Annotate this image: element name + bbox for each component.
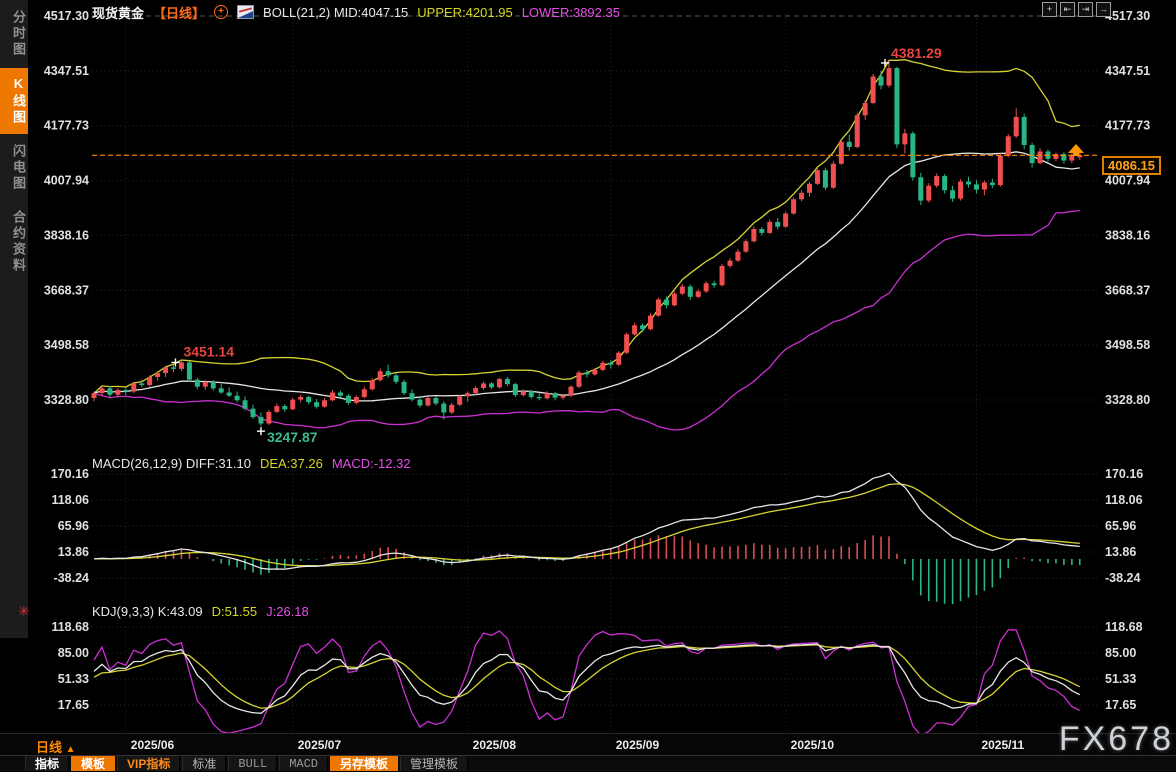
axis-label: 85.00 <box>58 646 89 660</box>
kdj-k-label: KDJ(9,3,3) K:43.09 <box>92 604 203 619</box>
kdj-j-label: J:26.18 <box>266 604 309 619</box>
axis-label: 3668.37 <box>44 283 89 297</box>
toolbar-tab-0[interactable]: 指标 <box>25 756 70 771</box>
x-axis-label: 2025/09 <box>615 738 660 752</box>
axis-label: 3838.16 <box>1105 228 1150 242</box>
x-axis-row: 日线 ▲ 2025/06 2025/07 2025/08 2025/09 2025/10… <box>0 733 1176 756</box>
kdj-k-line <box>93 643 1081 714</box>
boll-lower-label: LOWER:3892.35 <box>521 4 620 20</box>
macd-dea-line <box>93 483 1080 567</box>
axis-label: 118.68 <box>51 620 89 634</box>
axis-label: 4347.51 <box>1105 64 1150 78</box>
chart-header: 现货黄金 【日线】 + BOLL(21,2) MID:4047.15 UPPER… <box>92 3 620 21</box>
x-axis-label: 2025/06 <box>130 738 175 752</box>
axis-label: 85.00 <box>1105 646 1136 660</box>
left-sidebar: 分时图 K线图闪电图合约资料 <box>0 0 29 638</box>
zoom-in-bars-icon[interactable]: ⇥ <box>1078 2 1093 17</box>
toolbar-tab-7[interactable]: 管理模板 <box>400 756 469 771</box>
axis-label: 51.33 <box>58 672 89 686</box>
axis-label: 3668.37 <box>1105 283 1150 297</box>
axis-label: 4177.73 <box>44 119 89 133</box>
boll-upper-line <box>93 59 1080 394</box>
x-axis-label: 2025/11 <box>981 738 1025 752</box>
axis-label: 17.65 <box>1105 698 1136 712</box>
axis-label: 3498.58 <box>1105 338 1150 352</box>
kdj-d-label: D:51.55 <box>211 604 258 619</box>
kdj-pane-label: KDJ(9,3,3) K:43.09 D:51.55 J:26.18 <box>92 604 309 619</box>
axis-label: 170.16 <box>51 467 89 481</box>
axis-label: 3328.80 <box>1105 393 1150 407</box>
x-axis-label: 2025/08 <box>472 738 517 752</box>
toolbar-tab-6[interactable]: 另存模板 <box>330 756 399 771</box>
axis-label: 17.65 <box>58 698 89 712</box>
candles-layer <box>91 59 1083 427</box>
axis-label: 3838.16 <box>44 228 89 242</box>
peak-high-annotation: 4381.29 <box>891 45 942 61</box>
kdj-settings-icon[interactable]: ✳ <box>18 603 30 619</box>
add-indicator-icon[interactable]: + <box>214 5 229 19</box>
axis-label: 65.96 <box>1105 519 1136 533</box>
restore-view-icon[interactable]: → <box>1096 2 1111 17</box>
sidebar-item-1[interactable]: K线图 <box>0 68 28 134</box>
axis-label: 4007.94 <box>1105 174 1150 188</box>
axis-label: 65.96 <box>58 519 89 533</box>
axis-label: 3498.58 <box>44 338 89 352</box>
axis-label: -38.24 <box>54 571 89 585</box>
current-price-tag: 4086.15 <box>1102 156 1161 175</box>
axis-label: 13.86 <box>1105 545 1136 559</box>
sidebar-item-3[interactable]: 合约资料 <box>11 210 26 274</box>
kdj-j-line <box>93 629 1081 734</box>
sidebar-item-0[interactable]: 分时图 <box>11 10 26 58</box>
axis-label: 4517.30 <box>1105 9 1150 23</box>
sidebar-item-2[interactable]: 闪电图 <box>11 144 26 192</box>
axis-label: 4177.73 <box>1105 119 1150 133</box>
x-axis-label: 2025/10 <box>790 738 835 752</box>
axis-label: 118.06 <box>51 493 89 507</box>
kdj-pane <box>93 629 1081 734</box>
axis-label: -38.24 <box>1105 571 1140 585</box>
chart-type-icon[interactable] <box>237 5 255 19</box>
symbol-name: 现货黄金 <box>92 5 145 21</box>
crosshair-icon[interactable]: + <box>1042 2 1057 17</box>
toolbar-tab-3[interactable]: 标准 <box>182 756 227 771</box>
toolbar-tab-1[interactable]: 模板 <box>71 756 116 771</box>
axis-label: 118.68 <box>1105 620 1143 634</box>
axis-label: 4517.30 <box>44 9 89 23</box>
toolbar-tab-4[interactable]: BULL <box>228 756 278 771</box>
boll-lower-line <box>93 209 1080 431</box>
macd-diff-line <box>93 472 1080 570</box>
x-axis-label: 2025/07 <box>297 738 342 752</box>
chart-tool-icons: + ⇤ ⇥ → <box>1042 2 1111 17</box>
period-selector[interactable]: 日线 ▲ <box>36 740 76 755</box>
axis-label: 4347.51 <box>44 64 89 78</box>
boll-mid-label: BOLL(21,2) MID:4047.15 <box>263 4 409 20</box>
axis-label: 3328.80 <box>44 393 89 407</box>
macd-diff-label: MACD(26,12,9) DIFF:31.10 <box>92 456 251 471</box>
toolbar-tab-2[interactable]: VIP指标 <box>117 756 181 771</box>
axis-label: 170.16 <box>1105 467 1143 481</box>
period-tag[interactable]: 【日线】 <box>153 5 206 21</box>
boll-mid-line <box>93 151 1080 402</box>
macd-dea-label: DEA:37.26 <box>259 456 323 471</box>
axis-label: 118.06 <box>1105 493 1143 507</box>
last-price-arrow <box>1068 144 1084 153</box>
boll-upper-label: UPPER:4201.95 <box>417 4 513 20</box>
macd-pane-label: MACD(26,12,9) DIFF:31.10 DEA:37.26 MACD:-1… <box>92 456 411 471</box>
macd-hist-label: MACD:-12.32 <box>331 456 411 471</box>
bottom-toolbar: 指标 模板 VIP指标 标准 BULL MACD 另存模板 管理模板 <box>0 755 1176 771</box>
axis-label: 51.33 <box>1105 672 1136 686</box>
macd-pane <box>93 472 1081 604</box>
swing-high-annotation: 3451.14 <box>183 343 234 359</box>
swing-low-annotation: 3247.87 <box>267 429 318 445</box>
toolbar-tab-5[interactable]: MACD <box>279 756 329 771</box>
watermark: FX678 <box>1058 720 1174 758</box>
axis-label: 13.86 <box>58 545 89 559</box>
axis-label: 4007.94 <box>44 174 89 188</box>
zoom-out-bars-icon[interactable]: ⇤ <box>1060 2 1075 17</box>
kdj-d-line <box>93 644 1081 709</box>
